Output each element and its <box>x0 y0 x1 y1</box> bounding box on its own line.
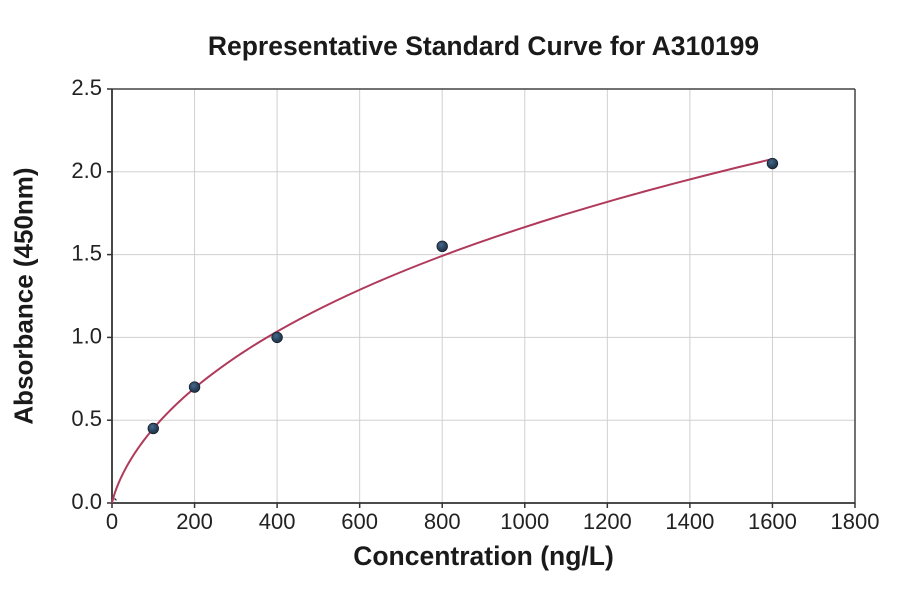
svg-text:0.5: 0.5 <box>71 406 102 431</box>
svg-text:400: 400 <box>259 509 296 534</box>
svg-text:0.0: 0.0 <box>71 489 102 514</box>
svg-text:1200: 1200 <box>583 509 632 534</box>
svg-text:600: 600 <box>341 509 378 534</box>
svg-text:1.0: 1.0 <box>71 323 102 348</box>
svg-text:800: 800 <box>424 509 461 534</box>
svg-text:2.0: 2.0 <box>71 158 102 183</box>
svg-text:1800: 1800 <box>831 509 880 534</box>
svg-text:0: 0 <box>106 509 118 534</box>
svg-text:1.5: 1.5 <box>71 241 102 266</box>
svg-text:2.5: 2.5 <box>71 75 102 100</box>
svg-text:1400: 1400 <box>665 509 714 534</box>
svg-text:1000: 1000 <box>500 509 549 534</box>
svg-text:1600: 1600 <box>748 509 797 534</box>
svg-text:200: 200 <box>176 509 213 534</box>
